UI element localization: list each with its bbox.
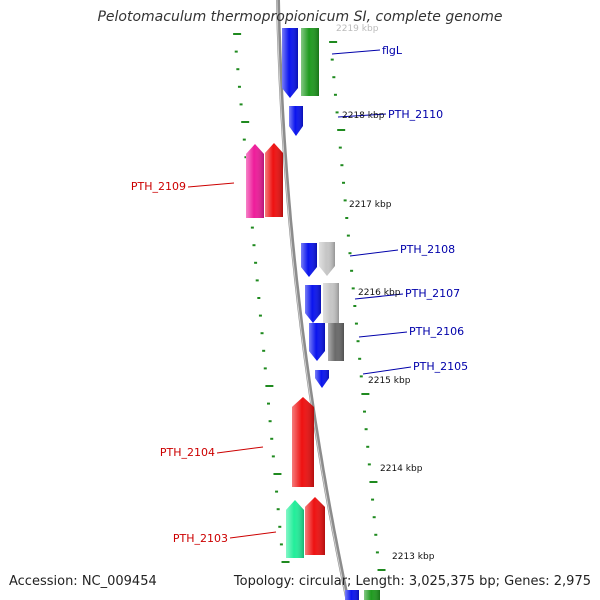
gene-pth-2109 — [246, 144, 264, 218]
label-pth-2109: PTH_2109 — [131, 180, 235, 193]
scale-label: 2214 kbp — [380, 464, 423, 474]
label-pth-2103: PTH_2103 — [173, 531, 277, 545]
genome-backbone — [276, 0, 350, 600]
label-pth-2103-text: PTH_2103 — [173, 532, 228, 545]
gene-blue — [345, 590, 359, 600]
label-pth-2108-text: PTH_2108 — [400, 243, 455, 256]
map-title: Pelotomaculum thermopropionicum SI, comp… — [97, 9, 503, 25]
gene-red — [265, 143, 283, 217]
gene-blue — [305, 285, 321, 323]
label-flgl-text: flgL — [382, 44, 403, 57]
scale-label: 2216 kbp — [358, 288, 401, 298]
scale-label: 2217 kbp — [349, 200, 392, 210]
label-pth-2104-text: PTH_2104 — [160, 446, 215, 459]
scale-label: 2219 kbp — [336, 24, 379, 34]
label-pth-2109-text: PTH_2109 — [131, 180, 186, 193]
tick-marks-left — [233, 33, 290, 563]
label-pth-2107-text: PTH_2107 — [405, 287, 460, 300]
gene-labels: flgL PTH_2110 PTH_2109 PTH_2108 PTH_2107 PTH_… — [131, 44, 468, 545]
label-pth-2108: PTH_2108 — [349, 243, 455, 257]
gene-pth-2103 — [286, 500, 304, 558]
backbone-line — [276, 0, 350, 600]
gene-green — [364, 590, 380, 600]
scale-label: 2218 kbp — [342, 111, 385, 121]
scale-labels: 2219 kbp 2218 kbp 2217 kbp 2216 kbp 2215 kbp… — [336, 24, 435, 562]
gene-pth-2106 — [328, 323, 344, 361]
gene-pth-2105 — [315, 370, 329, 388]
gene-blue — [282, 28, 298, 98]
label-pth-2106: PTH_2106 — [358, 325, 464, 338]
label-pth-2104: PTH_2104 — [160, 446, 264, 459]
label-pth-2105-text: PTH_2105 — [413, 360, 468, 373]
gene-pth-2108 — [319, 242, 335, 276]
label-flgl: flgL — [331, 44, 403, 57]
gene-pth-2107 — [323, 283, 339, 323]
label-pth-2107: PTH_2107 — [354, 287, 460, 300]
label-pth-2105: PTH_2105 — [362, 360, 468, 375]
accession-label: Accession: NC_009454 — [9, 574, 157, 589]
gene-pth-2104 — [292, 397, 314, 487]
label-pth-2110: PTH_2110 — [337, 108, 443, 121]
label-pth-2106-text: PTH_2106 — [409, 325, 464, 338]
gene-blue — [309, 323, 325, 361]
tick-marks-right — [329, 41, 386, 571]
gene-pth-2110 — [289, 106, 303, 136]
genome-summary: Topology: circular; Length: 3,025,375 bp… — [233, 574, 591, 589]
backbone-highlight — [276, 0, 348, 600]
scale-label: 2215 kbp — [368, 376, 411, 386]
gene-flgl — [301, 28, 319, 96]
scale-label: 2213 kbp — [392, 552, 435, 562]
gene-red — [305, 497, 325, 555]
gene-blue — [301, 243, 317, 277]
gene-features — [246, 28, 380, 600]
label-pth-2110-text: PTH_2110 — [388, 108, 443, 121]
